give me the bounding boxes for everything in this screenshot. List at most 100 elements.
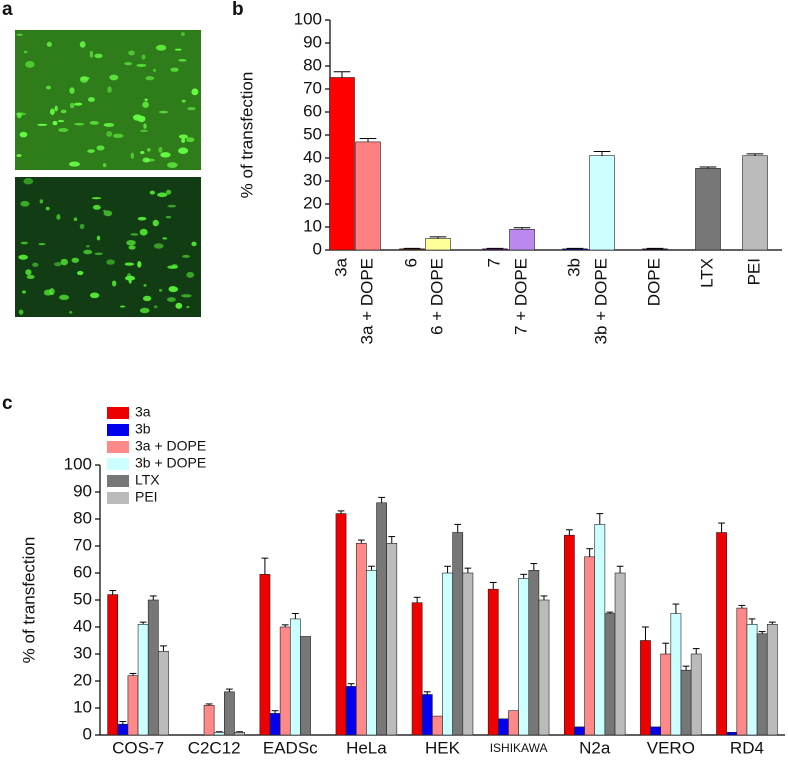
error-bar <box>596 513 604 525</box>
micrograph <box>15 30 201 170</box>
legend-label: 3b + DOPE <box>135 455 206 471</box>
cell <box>143 284 147 287</box>
error-bar <box>139 621 147 625</box>
bar <box>589 155 615 251</box>
error-bar <box>149 595 157 600</box>
x-tick-label: RD4 <box>730 738 764 757</box>
cell <box>94 252 103 256</box>
y-tick-label: 100 <box>64 454 92 473</box>
error-bar <box>606 611 614 614</box>
cell <box>32 262 39 267</box>
bar <box>259 574 271 736</box>
cell <box>69 311 73 314</box>
cell <box>181 294 192 298</box>
cell <box>109 74 119 81</box>
cell <box>157 192 168 198</box>
bar <box>289 618 301 736</box>
error-bar <box>378 496 385 503</box>
bar <box>213 731 225 736</box>
cell <box>152 219 159 227</box>
cell <box>87 149 95 153</box>
error-bar <box>413 596 421 603</box>
panel-label: a <box>2 0 13 20</box>
x-tick-label: N2a <box>579 738 611 757</box>
bar <box>562 248 588 251</box>
cell <box>25 60 35 68</box>
cell <box>112 133 124 139</box>
cell <box>142 295 152 302</box>
y-tick-label: 50 <box>73 589 92 608</box>
cell <box>136 63 147 68</box>
legend-swatch <box>107 458 129 470</box>
error-bar <box>746 153 764 156</box>
error-bar <box>281 624 289 627</box>
legend-swatch <box>107 441 129 453</box>
cell <box>181 138 186 143</box>
bar <box>203 704 215 736</box>
bar <box>640 640 651 736</box>
cell <box>158 146 163 153</box>
error-bar <box>215 731 223 733</box>
cell <box>59 294 70 301</box>
cell <box>141 54 146 60</box>
error-bar <box>119 721 127 725</box>
y-tick-label: 40 <box>303 147 322 166</box>
error-bar <box>271 710 279 714</box>
cell <box>18 309 24 315</box>
bar <box>742 155 768 251</box>
cell <box>96 235 101 241</box>
bar <box>107 594 119 736</box>
y-tick-label: 70 <box>303 78 322 97</box>
bar <box>376 502 387 736</box>
x-tick-label: 6 + DOPE <box>427 258 446 335</box>
cell <box>25 269 32 276</box>
error-bar <box>642 626 649 641</box>
error-bar <box>768 621 776 625</box>
y-axis-title: % of transfection <box>237 72 256 199</box>
error-bar <box>444 565 451 573</box>
legend-label: 3a + DOPE <box>135 438 206 454</box>
x-tick-label: 6 <box>401 258 420 267</box>
y-tick-label: 60 <box>73 562 92 581</box>
error-bar <box>423 691 431 695</box>
cell <box>74 102 83 106</box>
error-bar <box>662 642 670 654</box>
cell <box>149 190 156 195</box>
cell <box>60 109 67 114</box>
cell <box>153 305 158 309</box>
cell <box>130 233 139 236</box>
error-bar <box>129 672 137 676</box>
cell <box>160 152 171 158</box>
error-bar <box>565 529 573 536</box>
y-tick-label: 0 <box>83 724 92 743</box>
bar <box>425 238 451 251</box>
legend-swatch <box>107 407 129 419</box>
cell <box>60 258 69 266</box>
cell <box>16 33 23 37</box>
error-bar <box>226 688 233 692</box>
cell <box>16 154 22 158</box>
y-tick-label: 30 <box>303 170 322 189</box>
cell <box>124 262 135 266</box>
bar <box>726 731 738 736</box>
y-tick-label: 80 <box>303 55 322 74</box>
bar <box>690 653 702 736</box>
cell <box>140 129 148 133</box>
bar <box>680 669 692 736</box>
cell <box>87 97 95 103</box>
error-bar <box>489 581 497 590</box>
cell <box>23 178 34 185</box>
x-tick-label: HEK <box>425 738 461 757</box>
bar <box>366 569 377 736</box>
cell <box>143 123 147 129</box>
bar <box>137 623 149 736</box>
x-tick-label: HeLa <box>346 738 387 757</box>
x-tick-label: 3a + DOPE <box>357 258 376 344</box>
error-bar <box>236 731 243 733</box>
cell <box>145 76 155 81</box>
cell <box>167 204 177 208</box>
y-tick-label: 80 <box>73 508 92 527</box>
legend-swatch <box>107 424 129 436</box>
bar <box>452 532 464 736</box>
